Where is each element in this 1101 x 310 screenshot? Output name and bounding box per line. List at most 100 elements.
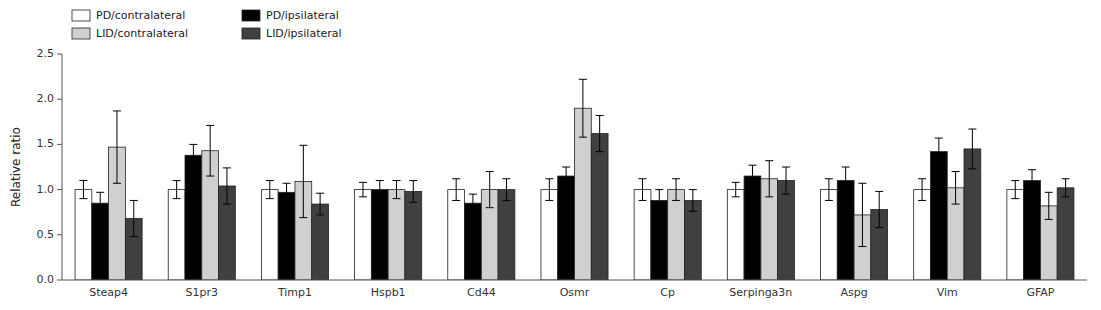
error-cap <box>223 167 231 168</box>
error-bar <box>173 181 181 199</box>
bar <box>821 190 838 280</box>
error-cap <box>875 227 883 228</box>
error-bar <box>935 138 943 165</box>
error-cap <box>486 171 494 172</box>
error-bar <box>825 179 833 201</box>
legend-swatch <box>242 28 260 39</box>
error-cap <box>1045 192 1053 193</box>
bar <box>727 190 744 280</box>
bar <box>541 190 558 280</box>
error-line <box>845 167 846 194</box>
error-cap <box>1011 198 1019 199</box>
error-cap <box>918 178 926 179</box>
error-bar <box>376 181 384 199</box>
error-line <box>100 192 101 214</box>
tick-label: Steap4 <box>89 286 128 299</box>
error-bar <box>502 179 510 201</box>
bar <box>465 203 482 280</box>
x-axis: Steap4S1pr3Timp1Hspb1Cd44OsmrCpSerpinga3… <box>62 280 1087 299</box>
error-bar <box>748 165 756 187</box>
error-cap <box>732 196 740 197</box>
error-bar <box>96 192 104 214</box>
error-cap <box>130 200 138 201</box>
error-cap <box>502 200 510 201</box>
error-bar <box>283 183 291 201</box>
error-cap <box>266 198 274 199</box>
error-bar <box>655 190 663 212</box>
error-bar <box>1011 181 1019 199</box>
error-line <box>286 183 287 201</box>
bar <box>744 176 761 280</box>
error-cap <box>562 185 570 186</box>
error-bar <box>1062 179 1070 197</box>
error-line <box>193 144 194 166</box>
error-bar <box>732 182 740 196</box>
bar <box>1057 188 1074 280</box>
series <box>125 115 1074 280</box>
tick-label: Hspb1 <box>371 286 406 299</box>
tick-mark <box>57 144 62 145</box>
error-cap <box>1028 191 1036 192</box>
error-cap <box>130 236 138 237</box>
error-bar <box>545 179 553 201</box>
error-line <box>362 182 363 196</box>
error-line <box>735 182 736 196</box>
error-line <box>692 190 693 212</box>
error-cap <box>173 180 181 181</box>
bar <box>964 149 981 280</box>
tick-label: 1.0 <box>37 183 55 196</box>
series <box>109 79 1058 280</box>
error-cap <box>732 182 740 183</box>
error-cap <box>283 201 291 202</box>
error-cap <box>409 202 417 203</box>
tick-mark <box>57 189 62 190</box>
error-line <box>83 181 84 199</box>
y-axis-label: Relative ratio <box>9 127 23 207</box>
error-cap <box>655 189 663 190</box>
error-line <box>642 179 643 201</box>
error-cap <box>639 200 647 201</box>
tick-label: Cp <box>660 286 675 299</box>
error-line <box>226 168 227 204</box>
error-cap <box>842 194 850 195</box>
error-cap <box>672 178 680 179</box>
error-line <box>879 191 880 227</box>
error-line <box>1065 179 1066 197</box>
error-cap <box>596 151 604 152</box>
error-bar <box>409 181 417 203</box>
bar <box>1024 181 1041 280</box>
error-cap <box>283 183 291 184</box>
bar <box>634 190 651 280</box>
error-line <box>456 179 457 201</box>
error-bar <box>113 111 121 183</box>
error-cap <box>299 145 307 146</box>
error-cap <box>782 194 790 195</box>
error-line <box>210 125 211 176</box>
error-cap <box>206 176 214 177</box>
tick-label: 0.5 <box>37 228 55 241</box>
bar <box>837 181 854 280</box>
tick-mark <box>57 99 62 100</box>
error-cap <box>968 168 976 169</box>
error-bar <box>223 168 231 204</box>
error-line <box>396 181 397 199</box>
bar <box>278 192 295 280</box>
error-bar <box>299 145 307 217</box>
error-bar <box>359 182 367 196</box>
bar <box>684 200 701 280</box>
bar <box>312 204 329 280</box>
error-line <box>938 138 939 165</box>
bar <box>168 190 185 280</box>
bar <box>371 190 388 280</box>
tick-label: Vim <box>937 286 958 299</box>
series <box>92 138 1041 280</box>
tick-label: 2.0 <box>37 92 55 105</box>
error-line <box>599 115 600 151</box>
bar <box>591 134 608 280</box>
error-cap <box>266 180 274 181</box>
error-cap <box>393 180 401 181</box>
error-cap <box>96 192 104 193</box>
error-bar <box>79 181 87 199</box>
error-cap <box>359 196 367 197</box>
error-cap <box>639 178 647 179</box>
